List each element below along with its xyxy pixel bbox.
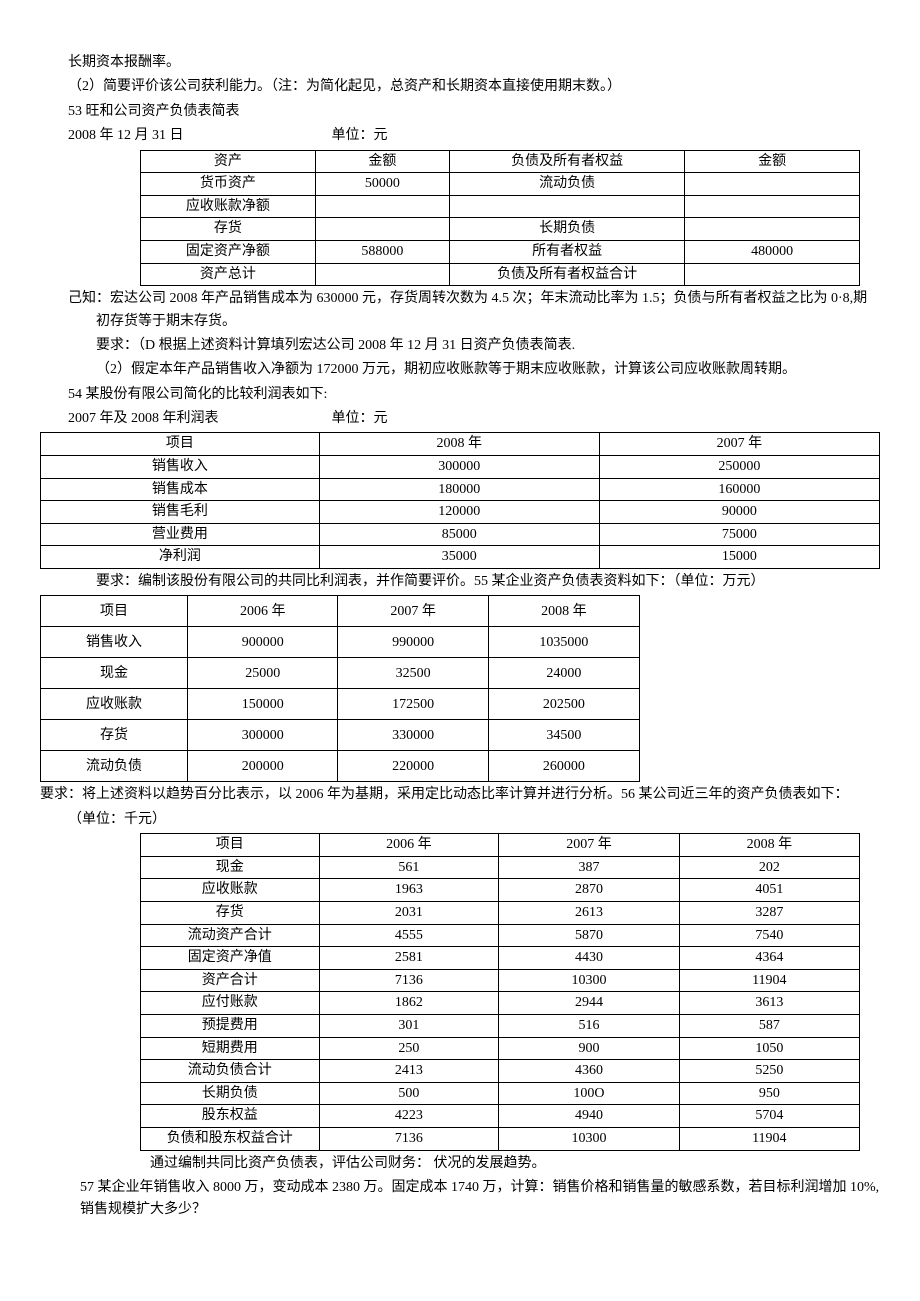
text-line: 要求：（D 根据上述资料计算填列宏达公司 2008 年 12 月 31 日资产负… — [40, 335, 880, 357]
table-row: 股东权益422349405704 — [141, 1105, 860, 1128]
text-line: 57 某企业年销售收入 8000 万，变动成本 2380 万。固定成本 1740… — [40, 1177, 880, 1222]
table-row: 固定资产净额588000所有者权益480000 — [141, 240, 860, 263]
text-line: 2007 年及 2008 年利润表 单位：元 — [40, 408, 880, 430]
table-row: 现金250003250024000 — [41, 658, 640, 689]
th: 金额 — [685, 150, 860, 173]
table-row: 存货30000033000034500 — [41, 720, 640, 751]
table-header: 资产 金额 负债及所有者权益 金额 — [141, 150, 860, 173]
unit-label: 单位：元 — [332, 128, 388, 143]
text-line: （单位：千元） — [40, 809, 880, 831]
table-header: 项目2006 年2007 年2008 年 — [141, 834, 860, 857]
text-line: 要求：将上述资料以趋势百分比表示，以 2006 年为基期，采用定比动态比率计算并… — [40, 784, 880, 806]
table-row: 固定资产净值258144304364 — [141, 947, 860, 970]
table-title: 2007 年及 2008 年利润表 — [68, 408, 328, 430]
table-row: 短期费用2509001050 — [141, 1037, 860, 1060]
balance-data-table: 项目2006 年2007 年2008 年 销售收入900000990000103… — [40, 595, 640, 782]
table-row: 货币资产50000流动负债 — [141, 173, 860, 196]
text-line: 己知：宏达公司 2008 年产品销售成本为 630000 元，存货周转次数为 4… — [40, 288, 880, 333]
table-row: 应收账款净额 — [141, 195, 860, 218]
table-row: 应收账款196328704051 — [141, 879, 860, 902]
table-row: 资产总计负债及所有者权益合计 — [141, 263, 860, 286]
text-line: 53 旺和公司资产负债表简表 — [40, 101, 880, 123]
text-line: （2）假定本年产品销售收入净额为 172000 万元，期初应收账款等于期末应收账… — [40, 359, 880, 381]
table-row: 销售收入300000250000 — [41, 456, 880, 479]
text-line: 通过编制共同比资产负债表，评估公司财务： 伏况的发展趋势。 — [40, 1153, 880, 1175]
table-row: 流动资产合计455558707540 — [141, 924, 860, 947]
text-line: 2008 年 12 月 31 日 单位：元 — [40, 125, 880, 147]
table-row: 存货长期负债 — [141, 218, 860, 241]
text-line: 要求：编制该股份有限公司的共同比利润表，并作简要评价。55 某企业资产负债表资料… — [40, 571, 880, 593]
table-row: 现金561387202 — [141, 856, 860, 879]
table-row: 存货203126133287 — [141, 901, 860, 924]
text-line: （2）简要评价该公司获利能力。（注：为简化起见，总资产和长期资本直接使用期末数。… — [40, 76, 880, 98]
table-row: 销售成本180000160000 — [41, 478, 880, 501]
date-label: 2008 年 12 月 31 日 — [68, 125, 328, 147]
th: 负债及所有者权益 — [449, 150, 684, 173]
text-line: 54 某股份有限公司简化的比较利润表如下: — [40, 384, 880, 406]
table-row: 流动负债合计241343605250 — [141, 1060, 860, 1083]
three-year-balance-table: 项目2006 年2007 年2008 年 现金561387202 应收账款196… — [140, 833, 860, 1150]
table-row: 负债和股东权益合计71361030011904 — [141, 1127, 860, 1150]
income-statement-table: 项目2008 年2007 年 销售收入300000250000 销售成本1800… — [40, 432, 880, 569]
table-row: 预提费用301516587 — [141, 1014, 860, 1037]
table-header: 项目2008 年2007 年 — [41, 433, 880, 456]
balance-sheet-table-1: 资产 金额 负债及所有者权益 金额 货币资产50000流动负债 应收账款净额 存… — [140, 150, 860, 287]
th: 资产 — [141, 150, 316, 173]
table-row: 流动负债200000220000260000 — [41, 751, 640, 782]
table-row: 净利润3500015000 — [41, 546, 880, 569]
table-row: 资产合计71361030011904 — [141, 969, 860, 992]
table-row: 销售收入9000009900001035000 — [41, 627, 640, 658]
unit-label: 单位：元 — [332, 411, 388, 426]
table-row: 销售毛利12000090000 — [41, 501, 880, 524]
table-row: 长期负债500100O950 — [141, 1082, 860, 1105]
table-row: 应付账款186229443613 — [141, 992, 860, 1015]
table-header: 项目2006 年2007 年2008 年 — [41, 596, 640, 627]
th: 金额 — [315, 150, 449, 173]
table-row: 营业费用8500075000 — [41, 523, 880, 546]
table-row: 应收账款150000172500202500 — [41, 689, 640, 720]
text-line: 长期资本报酬率。 — [40, 52, 880, 74]
